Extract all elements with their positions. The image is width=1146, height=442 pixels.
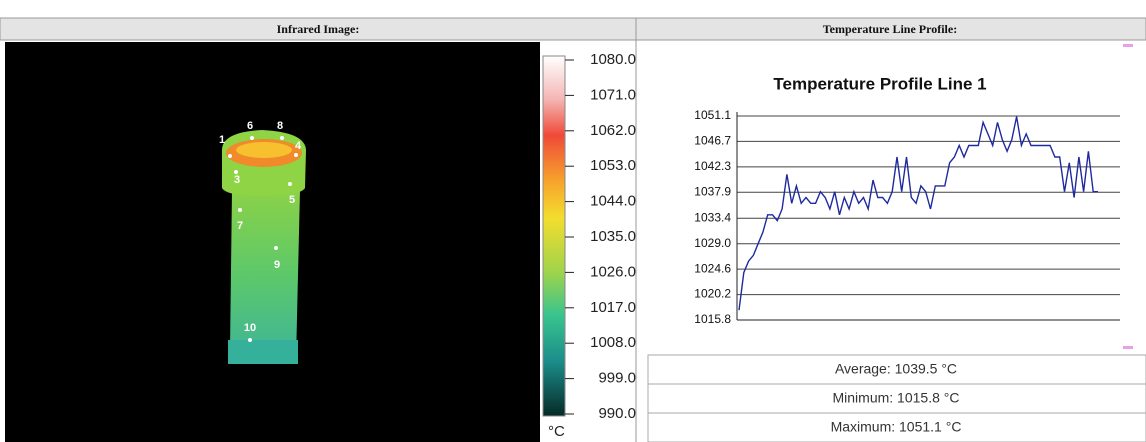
y-tick-label: 1015.8 <box>694 312 731 326</box>
point-dot <box>248 338 252 342</box>
y-tick-label: 1024.6 <box>694 261 731 275</box>
y-tick-label: 1020.2 <box>694 287 731 301</box>
colorbar-tick-label: 1008.0 <box>590 334 636 351</box>
y-tick-label: 1051.1 <box>694 108 731 122</box>
header-right: Temperature Line Profile: <box>823 22 957 36</box>
point-dot <box>274 246 278 250</box>
header-row <box>0 18 1146 40</box>
colorbar <box>543 56 565 416</box>
thermal-object <box>222 130 306 364</box>
colorbar-tick-label: 1062.0 <box>590 122 636 139</box>
y-tick-label: 1042.3 <box>694 159 731 173</box>
colorbar-tick-label: 999.0 <box>598 370 636 387</box>
point-dot <box>294 153 298 157</box>
point-label: 8 <box>277 120 283 132</box>
colorbar-tick-label: 1053.0 <box>590 157 636 174</box>
y-tick-label: 1029.0 <box>694 236 731 250</box>
colorbar-unit: °C <box>548 423 565 440</box>
stat: Average: 1039.5 °C <box>835 361 957 377</box>
colorbar-tick-label: 1044.0 <box>590 193 636 210</box>
point-label: 9 <box>274 259 280 271</box>
top-strip <box>0 0 1146 18</box>
point-dot <box>238 208 242 212</box>
colorbar-tick-label: 1080.0 <box>590 51 636 68</box>
point-label: 1 <box>219 134 225 146</box>
colorbar-tick-label: 990.0 <box>598 405 636 422</box>
point-dot <box>280 136 284 140</box>
colorbar-tick-label: 1026.0 <box>590 263 636 280</box>
colorbar-tick-label: 1035.0 <box>590 228 636 245</box>
point-dot <box>228 154 232 158</box>
y-tick-label: 1037.9 <box>694 184 731 198</box>
point-label: 3 <box>234 174 240 186</box>
header-left: Infrared Image: <box>277 22 360 36</box>
stat: Maximum: 1051.1 °C <box>831 419 962 435</box>
marker <box>1123 346 1133 349</box>
point-label: 6 <box>247 120 253 132</box>
point-label: 5 <box>289 194 295 206</box>
chart-title: Temperature Profile Line 1 <box>773 74 986 93</box>
profile-line <box>739 117 1098 311</box>
point-label: 10 <box>244 322 256 334</box>
point-dot <box>250 136 254 140</box>
point-label: 4 <box>295 140 302 152</box>
colorbar-tick-label: 1017.0 <box>590 299 636 316</box>
marker <box>1123 44 1133 47</box>
colorbar-tick-label: 1071.0 <box>590 86 636 103</box>
page: Infrared Image: Temperature Line Profile… <box>0 0 1146 442</box>
point-label: 7 <box>237 220 243 232</box>
y-tick-label: 1046.7 <box>694 134 731 148</box>
y-tick-label: 1033.4 <box>694 210 731 224</box>
point-dot <box>288 182 292 186</box>
stat: Minimum: 1015.8 °C <box>833 390 960 406</box>
